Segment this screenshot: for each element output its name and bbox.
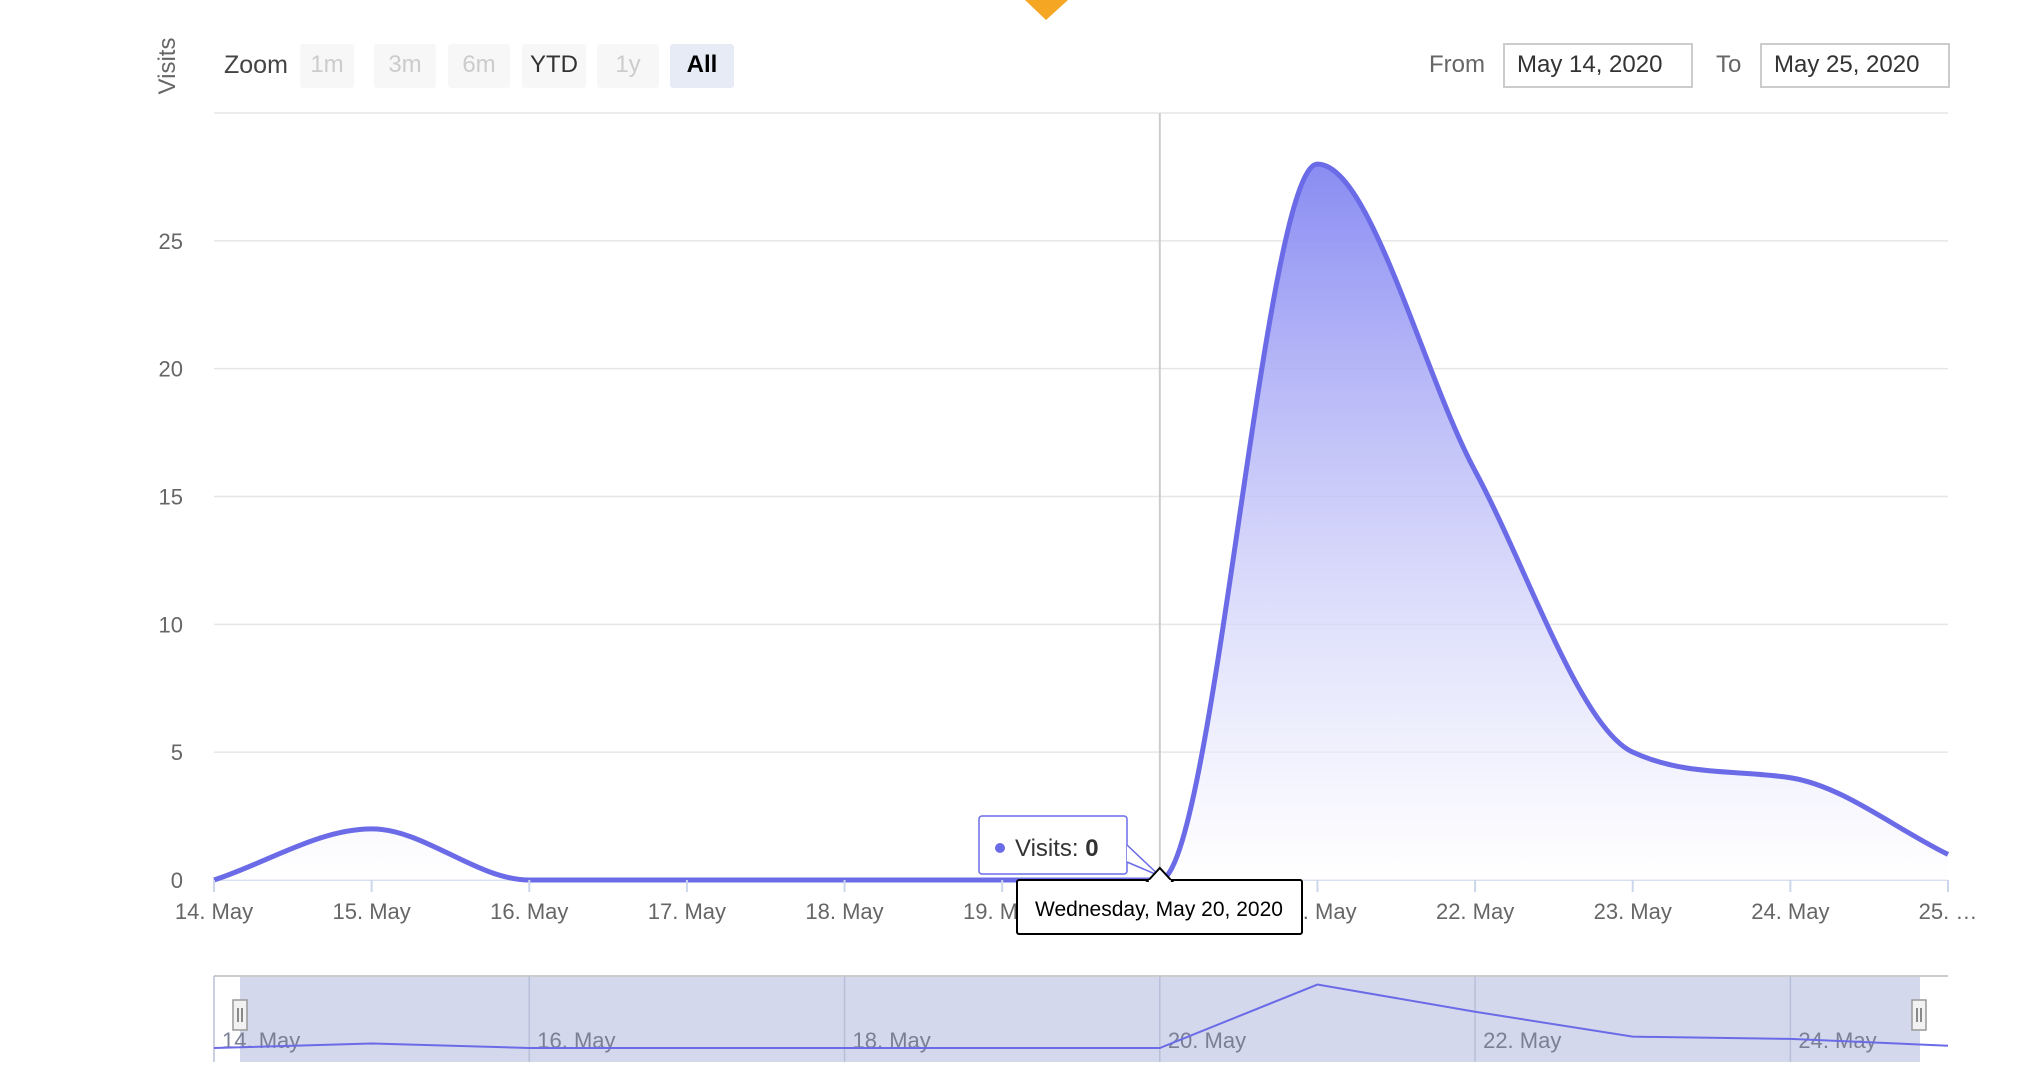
y-tick-label: 10 <box>159 612 183 637</box>
tooltip-series-dot <box>995 843 1005 853</box>
x-tick-label: 24. May <box>1751 899 1829 924</box>
x-tick-label: 14. May <box>175 899 253 924</box>
tooltip-series-label: Visits: 0 <box>1015 835 1099 862</box>
crosshair-date-label-join <box>1149 880 1171 884</box>
x-tick-label: 16. May <box>490 899 568 924</box>
y-tick-label: 15 <box>159 485 183 510</box>
x-tick-label: 15. May <box>333 899 411 924</box>
x-tick-label: 18. May <box>805 899 883 924</box>
x-tick-label: 17. May <box>648 899 726 924</box>
zoom-button-6m[interactable]: 6m <box>448 44 510 88</box>
to-label: To <box>1716 51 1741 78</box>
zoom-button-1y[interactable]: 1y <box>597 44 659 88</box>
from-date-value: May 14, 2020 <box>1517 51 1662 78</box>
zoom-button-1m[interactable]: 1m <box>300 44 354 88</box>
navigator-handle-left <box>233 1000 247 1030</box>
navigator-label: 16. May <box>537 1028 615 1053</box>
crosshair-date-label: Wednesday, May 20, 2020 <box>1035 898 1283 921</box>
y-tick-label: 5 <box>171 740 183 765</box>
tooltip-pointer <box>1127 845 1160 876</box>
tooltip-series-name: Visits: <box>1015 835 1085 862</box>
navigator-label: 18. May <box>853 1028 931 1053</box>
y-tick-label: 25 <box>159 229 183 254</box>
to-date-input[interactable]: May 25, 2020 <box>1761 44 1949 87</box>
zoom-button-ytd-label: YTD <box>530 51 578 78</box>
navigator-label: 14. May <box>222 1028 300 1053</box>
zoom-button-3m[interactable]: 3m <box>374 44 436 88</box>
grid-lines <box>214 113 1948 880</box>
zoom-button-3m-label: 3m <box>388 51 421 78</box>
y-axis-title: Visits <box>154 38 181 95</box>
x-tick-label: 22. May <box>1436 899 1514 924</box>
export-menu-icon[interactable] <box>1025 0 1068 20</box>
x-tick-label: 25. … <box>1919 899 1978 924</box>
zoom-button-6m-label: 6m <box>462 51 495 78</box>
to-date-value: May 25, 2020 <box>1774 51 1919 78</box>
zoom-button-all-label: All <box>687 51 718 78</box>
zoom-button-all[interactable]: All <box>670 44 734 88</box>
navigator-label: 22. May <box>1483 1028 1561 1053</box>
zoom-button-ytd[interactable]: YTD <box>522 44 586 88</box>
y-tick-label: 20 <box>159 357 183 382</box>
zoom-button-1y-label: 1y <box>615 51 640 78</box>
range-selector: Zoom 1m 3m 6m YTD 1y <box>224 44 1949 88</box>
tooltip-value: 0 <box>1085 835 1098 862</box>
from-date-input[interactable]: May 14, 2020 <box>1504 44 1692 87</box>
y-axis-labels: 0 5 10 15 20 25 <box>159 229 183 893</box>
series-area <box>214 164 1948 880</box>
y-tick-label: 0 <box>171 868 183 893</box>
x-tick-label: 23. May <box>1594 899 1672 924</box>
navigator-selected-range <box>240 976 1920 1062</box>
navigator-handle-right <box>1912 1000 1926 1030</box>
zoom-label: Zoom <box>224 51 288 79</box>
series-area-fill <box>214 164 1948 880</box>
zoom-button-1m-label: 1m <box>310 51 343 78</box>
from-label: From <box>1429 51 1485 78</box>
